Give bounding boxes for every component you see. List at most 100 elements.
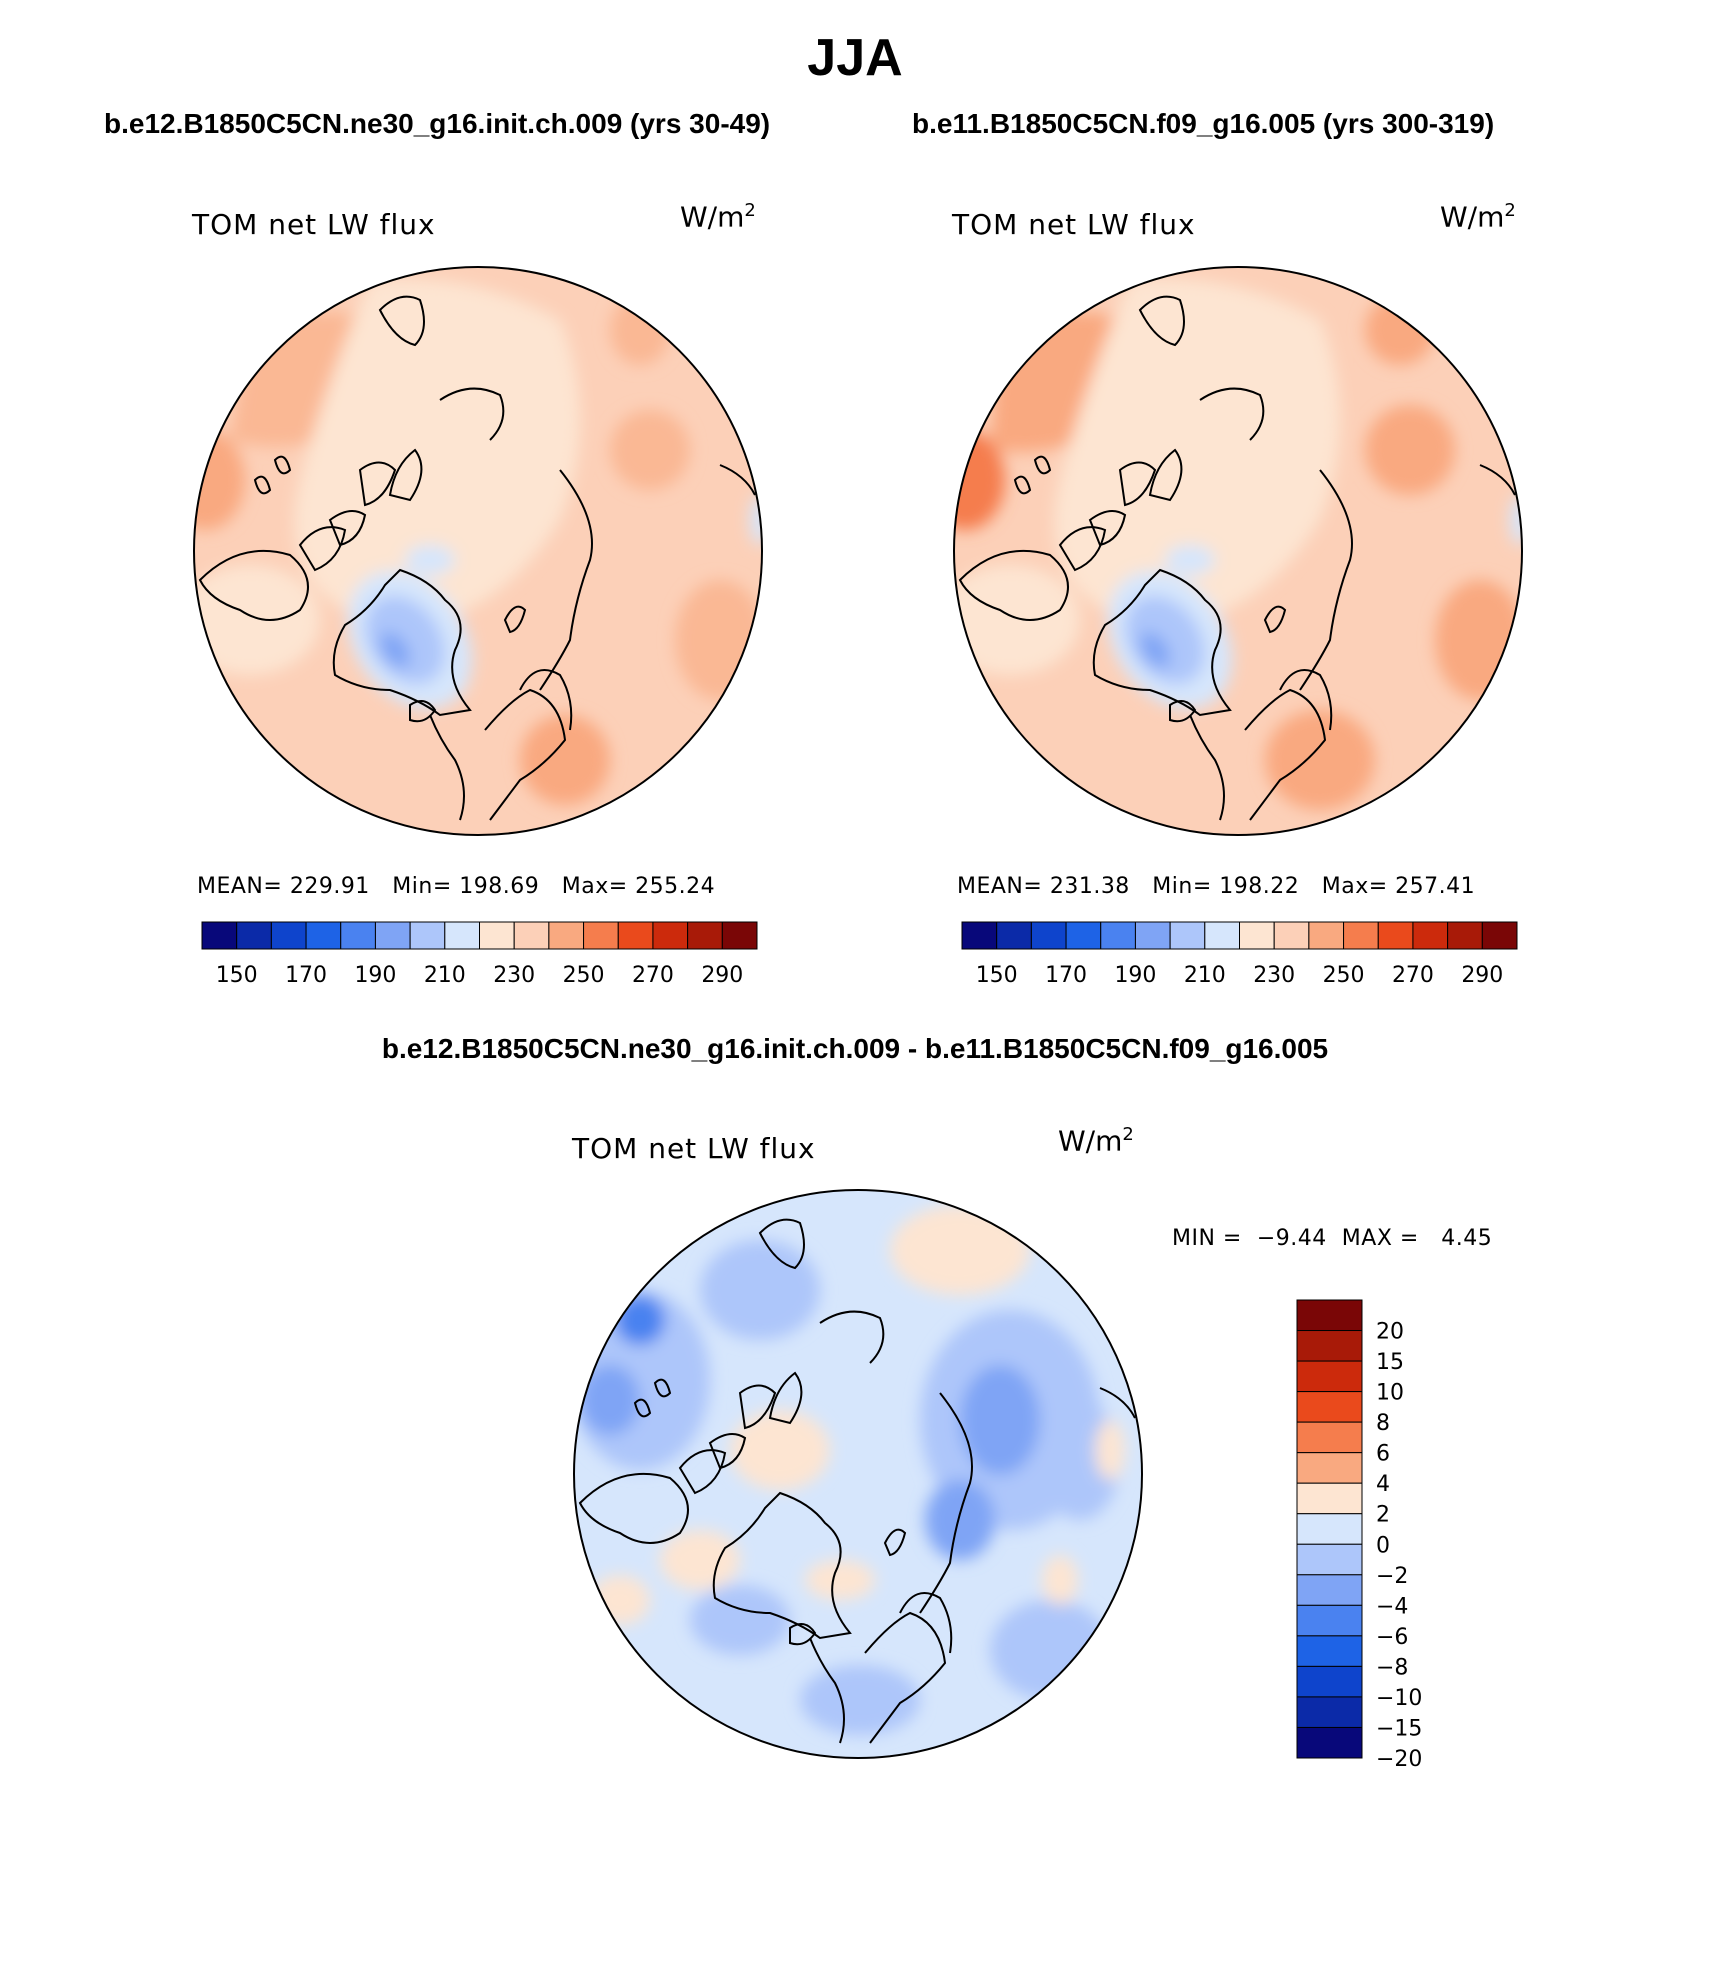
left-colorbar-box bbox=[687, 921, 723, 950]
difference-coastlines bbox=[578, 1218, 1136, 1744]
diff-colorbar-box bbox=[1296, 1543, 1363, 1576]
diff-colorbar-label: −2 bbox=[1376, 1564, 1408, 1589]
left-colorbar-box bbox=[617, 921, 654, 950]
diff-colorbar-label: 8 bbox=[1376, 1411, 1390, 1436]
right-colorbar-box bbox=[1204, 921, 1240, 950]
left-colorbar-tick: 170 bbox=[285, 963, 327, 988]
right-colorbar-box bbox=[1030, 921, 1067, 950]
diff-units: W/m2 bbox=[1058, 1124, 1134, 1158]
left-colorbar-tick: 230 bbox=[493, 963, 535, 988]
diff-colorbar-box bbox=[1296, 1726, 1363, 1759]
right-colorbar-box bbox=[1100, 921, 1136, 950]
left-colorbar-box bbox=[721, 921, 758, 950]
diff-colorbar-box bbox=[1296, 1482, 1363, 1515]
right-colorbar-box bbox=[1447, 921, 1483, 950]
right-colorbar-box bbox=[1481, 921, 1518, 950]
right-colorbar-tick: 250 bbox=[1323, 963, 1365, 988]
season-title: JJA bbox=[807, 29, 903, 87]
diff-colorbar-label: 2 bbox=[1376, 1503, 1390, 1528]
diff-colorbar-box bbox=[1296, 1421, 1363, 1454]
right-variable-label: TOM net LW flux bbox=[952, 208, 1196, 241]
left-colorbar-box bbox=[340, 921, 376, 950]
right-colorbar-tick: 170 bbox=[1045, 963, 1087, 988]
left-colorbar-tick: 270 bbox=[632, 963, 674, 988]
left-colorbar-tick: 250 bbox=[563, 963, 605, 988]
diff-colorbar-box bbox=[1296, 1696, 1363, 1728]
diff-colorbar-box bbox=[1296, 1330, 1363, 1362]
left-colorbar-box bbox=[444, 921, 480, 950]
right-case-title: b.e11.B1850C5CN.f09_g16.005 (yrs 300-319… bbox=[912, 108, 1495, 139]
diff-colorbar-label: −10 bbox=[1376, 1686, 1422, 1711]
right-colorbar-tick: 270 bbox=[1392, 963, 1434, 988]
diff-colorbar-label: 20 bbox=[1376, 1320, 1404, 1345]
left-colorbar: 150 170 190 210 230 250 270 290 bbox=[201, 921, 758, 988]
left-polar-map bbox=[193, 266, 763, 836]
diff-colorbar-box bbox=[1296, 1299, 1363, 1332]
left-colorbar-box bbox=[652, 921, 689, 950]
right-colorbar-tick: 290 bbox=[1461, 963, 1503, 988]
diff-colorbar-label: −15 bbox=[1376, 1716, 1422, 1741]
right-colorbar-box bbox=[996, 921, 1032, 950]
diff-colorbar-label: −20 bbox=[1376, 1747, 1422, 1772]
left-colorbar-box bbox=[479, 921, 515, 950]
right-colorbar-box bbox=[1308, 921, 1345, 950]
diff-colorbar-label: −4 bbox=[1376, 1594, 1408, 1619]
left-colorbar-box bbox=[305, 921, 342, 950]
right-colorbar-box bbox=[1412, 921, 1449, 950]
right-units: W/m2 bbox=[1440, 200, 1516, 234]
diff-colorbar-box bbox=[1296, 1665, 1363, 1698]
right-colorbar-tick: 190 bbox=[1114, 963, 1156, 988]
right-colorbar: 150 170 190 210 230 250 270 290 bbox=[961, 921, 1518, 988]
left-colorbar-box bbox=[548, 921, 585, 950]
right-colorbar-tick: 210 bbox=[1184, 963, 1226, 988]
diff-colorbar-label: 15 bbox=[1376, 1350, 1404, 1375]
left-colorbar-box bbox=[409, 921, 446, 950]
diff-colorbar-label: 0 bbox=[1376, 1533, 1390, 1558]
right-colorbar-box bbox=[1134, 921, 1171, 950]
diff-colorbar-label: 10 bbox=[1376, 1381, 1404, 1406]
left-units: W/m2 bbox=[680, 200, 756, 234]
left-colorbar-tick: 150 bbox=[216, 963, 258, 988]
right-colorbar-box bbox=[1065, 921, 1102, 950]
diff-colorbar-box bbox=[1296, 1360, 1363, 1393]
right-stats: MEAN= 231.38 Min= 198.22 Max= 257.41 bbox=[957, 874, 1476, 899]
diff-colorbar-box bbox=[1296, 1604, 1363, 1637]
right-colorbar-tick: 230 bbox=[1253, 963, 1295, 988]
right-colorbar-box bbox=[1239, 921, 1275, 950]
right-colorbar-box bbox=[1273, 921, 1310, 950]
left-colorbar-box bbox=[270, 921, 307, 950]
left-case-title: b.e12.B1850C5CN.ne30_g16.init.ch.009 (yr… bbox=[104, 108, 771, 139]
left-colorbar-tick: 190 bbox=[354, 963, 396, 988]
left-colorbar-box bbox=[513, 921, 550, 950]
diff-colorbar-box bbox=[1296, 1391, 1363, 1423]
diff-colorbar-box bbox=[1296, 1635, 1363, 1667]
left-colorbar-box bbox=[374, 921, 411, 950]
left-variable-label: TOM net LW flux bbox=[192, 208, 436, 241]
right-colorbar-box bbox=[961, 921, 998, 950]
right-colorbar-box bbox=[1377, 921, 1414, 950]
difference-polar-map bbox=[573, 1189, 1143, 1759]
left-colorbar-tick: 290 bbox=[701, 963, 743, 988]
diff-min-max: MIN = −9.44 MAX = 4.45 bbox=[1172, 1226, 1493, 1251]
diff-colorbar-label: −6 bbox=[1376, 1625, 1408, 1650]
diff-colorbar-box bbox=[1296, 1513, 1363, 1545]
diff-colorbar-label: 4 bbox=[1376, 1472, 1390, 1497]
left-stats: MEAN= 229.91 Min= 198.69 Max= 255.24 bbox=[197, 874, 716, 899]
right-colorbar-box bbox=[1343, 921, 1379, 950]
left-colorbar-box bbox=[201, 921, 238, 950]
diff-colorbar-label: 6 bbox=[1376, 1442, 1390, 1467]
diff-colorbar-box bbox=[1296, 1574, 1363, 1606]
left-coastlines bbox=[198, 295, 756, 821]
left-colorbar-tick: 210 bbox=[424, 963, 466, 988]
diff-colorbar-box bbox=[1296, 1452, 1363, 1484]
right-polar-map bbox=[953, 266, 1523, 836]
right-coastlines bbox=[958, 295, 1516, 821]
diff-variable-label: TOM net LW flux bbox=[572, 1132, 816, 1165]
right-colorbar-tick: 150 bbox=[976, 963, 1018, 988]
difference-title: b.e12.B1850C5CN.ne30_g16.init.ch.009 - b… bbox=[381, 1033, 1329, 1064]
left-colorbar-box bbox=[583, 921, 619, 950]
left-colorbar-box bbox=[236, 921, 272, 950]
diff-colorbar-label: −8 bbox=[1376, 1655, 1408, 1680]
